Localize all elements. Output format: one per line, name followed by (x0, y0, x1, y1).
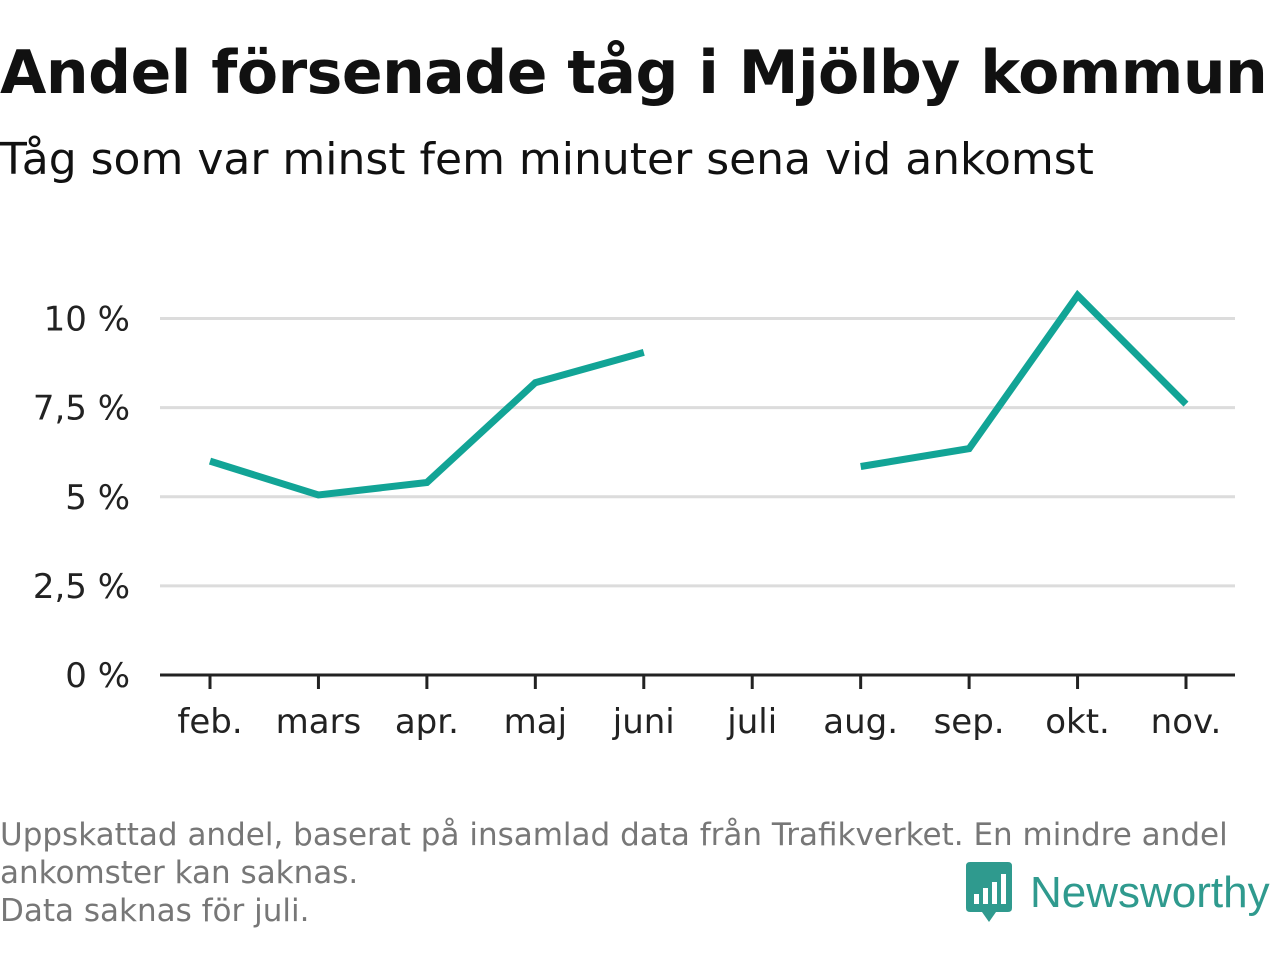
gridlines (160, 317, 1235, 588)
y-tick-label: 5 % (65, 478, 130, 518)
x-tick-label: nov. (1151, 702, 1222, 742)
x-tick-label: juli (726, 702, 777, 742)
x-tick-label: sep. (934, 702, 1005, 742)
x-axis (160, 673, 1235, 689)
series-line-segment (860, 289, 1189, 470)
y-axis-tick-labels: 0 % 2,5 % 5 % 7,5 % 10 % (33, 300, 130, 696)
chart-title: Andel försenade tåg i Mjölby kommun (0, 38, 1268, 108)
bar-chart-speech-bubble-icon (966, 862, 1012, 922)
footnote-missing-data: Data saknas för juli. (0, 893, 310, 929)
footnote-source: Uppskattad andel, baserat på insamlad da… (0, 817, 1228, 891)
chart-subtitle: Tåg som var minst fem minuter sena vid a… (0, 134, 1094, 185)
y-tick-label: 2,5 % (33, 567, 130, 607)
brand-logo: Newsworthy (964, 862, 1270, 924)
x-tick-label: feb. (177, 702, 242, 742)
y-tick-label: 7,5 % (33, 389, 130, 429)
series-line-segment (208, 349, 645, 499)
series-lines (208, 289, 1189, 499)
x-tick-label: mars (276, 702, 362, 742)
x-axis-tick-labels: feb. mars apr. maj juni juli aug. sep. okt. nov. (177, 702, 1221, 742)
footnote: Uppskattad andel, baserat på insamlad da… (0, 816, 1270, 930)
y-tick-label: 10 % (44, 300, 130, 340)
x-tick-label: aug. (823, 702, 898, 742)
x-tick-label: okt. (1045, 702, 1110, 742)
y-tick-label: 0 % (65, 656, 130, 696)
line-chart: 0 % 2,5 % 5 % 7,5 % 10 % feb. mars apr. maj juni… (33, 289, 1235, 742)
x-tick-label: apr. (395, 702, 459, 742)
x-tick-label: maj (504, 702, 567, 742)
x-tick-label: juni (612, 702, 675, 742)
brand-name: Newsworthy (1030, 868, 1270, 917)
